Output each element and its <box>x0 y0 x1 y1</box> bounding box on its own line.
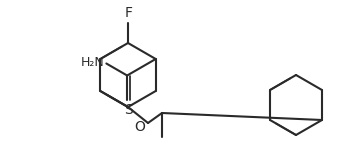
Text: S: S <box>124 103 133 117</box>
Text: O: O <box>135 120 145 134</box>
Text: F: F <box>125 6 133 20</box>
Text: H₂N: H₂N <box>81 56 104 69</box>
